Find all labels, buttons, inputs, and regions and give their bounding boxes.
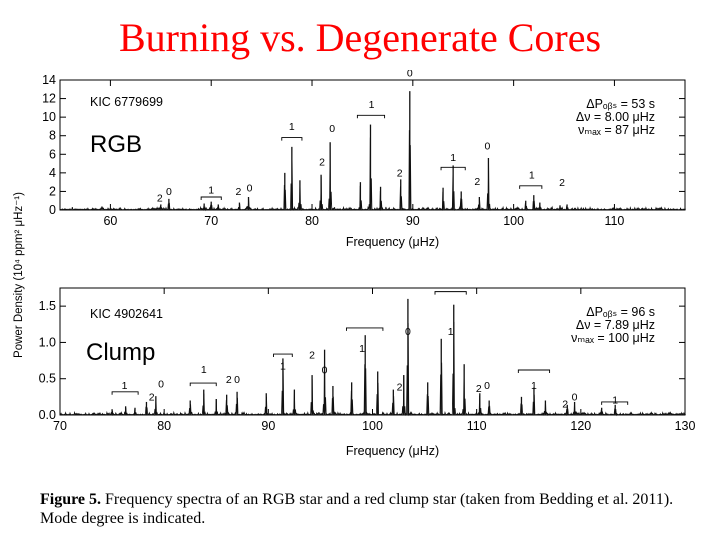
mode-degree-label: 2 <box>559 177 565 189</box>
x-tick-label: 80 <box>305 214 319 228</box>
mode-degree-label: 0 <box>322 365 328 377</box>
x-axis-label: Frequency (μHz) <box>346 235 439 249</box>
mode-degree-label: 2 <box>476 383 482 395</box>
y-tick-label: 4 <box>49 166 56 180</box>
mode-degree-label: 1 <box>208 184 214 196</box>
mode-bracket <box>517 369 551 374</box>
param-line: Δν = 7.89 μHz <box>576 318 655 332</box>
overlay-label: Clump <box>86 339 155 366</box>
y-tick-label: 14 <box>42 73 56 87</box>
mode-degree-label: 2 <box>309 349 315 361</box>
mode-degree-label: 1 <box>531 380 537 392</box>
x-tick-label: 120 <box>570 419 591 433</box>
mode-degree-label: 0 <box>166 186 172 198</box>
mode-degree-label: 1 <box>612 394 618 406</box>
figure-label: Figure 5. <box>40 491 102 508</box>
x-tick-label: 80 <box>157 419 171 433</box>
mode-bracket <box>440 166 466 171</box>
mode-degree-label: 0 <box>572 391 578 403</box>
mode-degree-label: 0 <box>405 326 411 338</box>
x-tick-label: 110 <box>467 419 487 433</box>
star-id: KIC 6779699 <box>90 95 163 109</box>
mode-bracket <box>601 401 629 405</box>
y-tick-label: 8 <box>49 129 56 143</box>
mode-degree-label: 1 <box>529 169 535 181</box>
y-tick-label: 0 <box>49 203 56 217</box>
plot-frame <box>59 79 686 211</box>
x-axis-label: Frequency (μHz) <box>346 444 439 458</box>
mode-degree-label: 2 <box>226 374 232 386</box>
mode-degree-label: 0 <box>234 374 240 386</box>
mode-degree-label: 2 <box>319 156 325 168</box>
mode-bracket <box>434 291 467 295</box>
x-tick-label: 100 <box>362 419 383 433</box>
mode-degree-label: 0 <box>329 123 335 135</box>
mode-degree-label: 2 <box>562 399 568 411</box>
mode-degree-label: 1 <box>369 99 375 111</box>
mode-degree-label: 1 <box>359 343 365 355</box>
overlay-label: RGB <box>90 131 142 158</box>
x-tick-label: 130 <box>675 419 696 433</box>
mode-degree-label: 2 <box>474 176 480 188</box>
param-line: νₘₐₓ = 100 μHz <box>571 331 655 345</box>
x-tick-label: 70 <box>204 214 218 228</box>
mode-bracket <box>519 185 543 189</box>
param-line: ΔPₒᵦₛ = 53 s <box>586 97 655 111</box>
spectrum-line <box>59 130 686 212</box>
mode-degree-label: 2 <box>236 186 242 198</box>
figure-caption-text: Frequency spectra of an RGB star and a r… <box>40 491 674 527</box>
mode-degree-label: 0 <box>247 182 253 194</box>
mode-bracket <box>273 353 293 358</box>
x-tick-label: 110 <box>604 214 624 228</box>
y-axis-label: Power Density (10⁴ ppm² μHz⁻¹) <box>13 192 25 358</box>
y-tick-label: 1.5 <box>39 299 56 313</box>
y-tick-label: 0.5 <box>39 372 56 386</box>
mode-degree-label: 2 <box>397 168 403 180</box>
mode-bracket <box>356 114 386 119</box>
mode-degree-label: 1 <box>450 152 456 164</box>
x-tick-label: 90 <box>406 214 420 228</box>
star-id: KIC 4902641 <box>90 307 163 321</box>
mode-bracket <box>281 137 303 141</box>
mode-degree-label: 2 <box>397 381 403 393</box>
spectra-figure: Power Density (10⁴ ppm² μHz⁻¹) 60 70 80 90 1… <box>13 70 696 458</box>
mode-bracket <box>346 327 384 331</box>
x-tick-label: 100 <box>503 214 524 228</box>
x-tick-label: 90 <box>261 419 275 433</box>
y-tick-label: 2 <box>49 184 56 198</box>
y-tick-label: 0.0 <box>39 408 56 422</box>
mode-bracket <box>200 196 222 200</box>
mode-degree-label: 2 <box>149 391 155 403</box>
mode-degree-label: 1 <box>201 364 207 376</box>
mode-bracket <box>111 391 139 395</box>
mode-degree-label: 1 <box>289 121 295 133</box>
param-line: ΔPₒᵦₛ = 96 s <box>586 305 655 319</box>
mode-degree-label: 0 <box>484 141 490 153</box>
y-tick-label: 6 <box>49 147 56 161</box>
mode-degree-label: 0 <box>484 380 490 392</box>
mode-degree-label: 0 <box>158 378 164 390</box>
param-line: Δν = 8.00 μHz <box>576 110 655 124</box>
mode-bracket <box>189 382 217 387</box>
x-tick-label: 60 <box>103 214 117 228</box>
mode-degree-label: 0 <box>407 70 413 79</box>
mode-degree-label: 1 <box>448 326 454 338</box>
mode-degree-label: 1 <box>280 360 286 372</box>
slide-title: Burning vs. Degenerate Cores <box>118 15 602 60</box>
mode-degree-label: 1 <box>122 380 128 392</box>
mode-degree-label: 2 <box>157 193 163 205</box>
y-tick-label: 12 <box>42 92 56 106</box>
y-tick-label: 1.0 <box>39 335 56 349</box>
x-tick-label: 70 <box>53 419 67 433</box>
spectrum-line <box>59 321 686 417</box>
y-tick-label: 10 <box>42 110 56 124</box>
figure-caption: Figure 5. Frequency spectra of an RGB st… <box>40 490 700 528</box>
param-line: νₘₐₓ = 87 μHz <box>578 123 655 137</box>
